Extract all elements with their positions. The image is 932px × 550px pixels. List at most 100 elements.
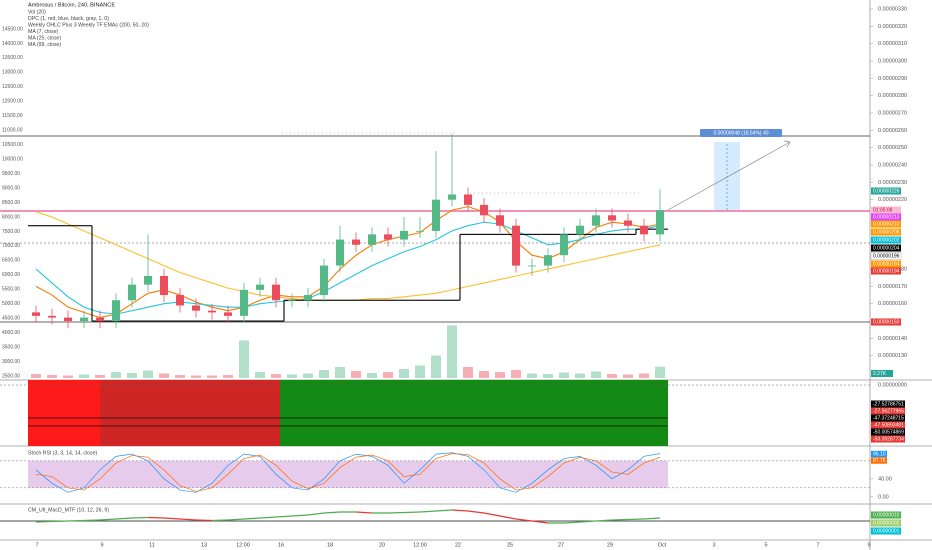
macd-segment (83, 519, 101, 522)
volume-bar (287, 374, 297, 378)
price-tag: 01:05:08 (873, 207, 893, 213)
price-tag: 0.00000194 (873, 261, 900, 267)
trend-arrow (667, 141, 791, 211)
volume-bar (527, 373, 537, 378)
dpc-tag-bg (871, 400, 905, 408)
measure-label-bg (700, 129, 782, 137)
y2-tick-label: 2500.00 (2, 373, 20, 379)
volume-bar (591, 371, 601, 378)
candle-body (512, 225, 520, 266)
y2-tick-label: 5500.00 (2, 287, 20, 293)
candle-body (352, 239, 360, 245)
volume-bar (495, 372, 505, 378)
volume-bar (239, 340, 249, 378)
legend-entry: DPC (1, red, blue, black, gray, 1, 0) (28, 16, 109, 22)
legend-entry: MA (25, close) (28, 35, 61, 41)
macd-segment (163, 517, 181, 520)
y2-tick-label: 6000.00 (2, 272, 20, 278)
macd-segment (307, 512, 325, 516)
legend-entry: Vol (20) (28, 9, 46, 15)
y2-tick-label: 4500.00 (2, 316, 20, 322)
y2-tick-label: 8000.00 (2, 214, 20, 220)
x-tick-label: 27 (558, 542, 564, 548)
y-tick-label: 0.00000290 (878, 76, 907, 82)
volume-bar (127, 373, 137, 378)
y2-tick-label: 9500.00 (2, 171, 20, 177)
candle-body (592, 215, 600, 226)
macd-segment (627, 518, 645, 521)
macd-segment (435, 509, 453, 512)
macd-segment (467, 510, 485, 514)
macd-segment (115, 517, 133, 520)
dpc-green-zone (280, 380, 668, 446)
candle-body (160, 275, 168, 296)
x-tick-label: 5 (764, 542, 767, 548)
dpc-tag-bg (871, 407, 905, 415)
volume-bar (159, 373, 169, 378)
macd-segment (563, 521, 581, 524)
y-tick-label: 0.00000300 (878, 58, 907, 64)
y2-tick-label: 11000.00 (2, 128, 23, 134)
volume-bar (655, 366, 665, 378)
x-tick-label: 9 (867, 542, 870, 548)
x-tick-label: 25 (507, 542, 513, 548)
candle-body (80, 317, 88, 322)
volume-tag: 2.27K (873, 371, 887, 377)
volume-bar (223, 375, 233, 378)
volume-bar (639, 373, 649, 378)
y-tick-label: 0.00000280 (878, 93, 907, 99)
y2-tick-label: 9000.00 (2, 185, 20, 191)
panel-title: CM_Ult_MacD_MTF (10, 12, 26, 9) (28, 507, 109, 513)
macd-segment (51, 520, 69, 523)
candle-body (400, 230, 408, 240)
volume-bar (623, 374, 633, 378)
x-tick-label: 12:00 (413, 542, 427, 548)
candle-body (112, 300, 120, 322)
candle-body (272, 284, 280, 301)
legend-entry: Weekly OHLC Plus 3 Weekly TF EMAs (200, … (28, 22, 149, 28)
candle-body (96, 317, 104, 322)
y2-tick-label: 7000.00 (2, 243, 20, 249)
price-tag-bg (871, 213, 901, 221)
volume-bar (175, 375, 185, 378)
x-tick-label: 16 (278, 542, 284, 548)
price-tag-bg (871, 206, 901, 214)
price-tag: 0.00000196 (873, 253, 900, 259)
price-tag-bg (871, 244, 901, 252)
candle-body (528, 265, 536, 267)
candle-body (480, 204, 488, 216)
macd-segment (483, 512, 501, 517)
macd-segment (99, 518, 117, 521)
price-tag: 0.00000210 (873, 221, 900, 227)
y-tick-label: 0.00000170 (878, 284, 907, 290)
dpc-axis-label: 0.00000000 (878, 382, 907, 388)
dpc-tag-bg (871, 428, 905, 436)
volume-bar (463, 367, 473, 378)
candle-body (224, 312, 232, 316)
x-tick-label: 9 (100, 542, 103, 548)
candle-body (176, 295, 184, 306)
candle-body (240, 289, 248, 316)
price-tag-bg (870, 252, 902, 260)
candle-body (320, 265, 328, 296)
dpc-tag: -47.37248715 (873, 415, 904, 421)
y-tick-label: 0.00000230 (878, 180, 907, 186)
y-tick-label: 0.00000270 (878, 110, 907, 116)
macd-segment (451, 509, 469, 512)
y-tick-label: 0.00000310 (878, 41, 907, 47)
y2-tick-label: 8500.00 (2, 200, 20, 206)
volume-bar (95, 375, 105, 378)
macd-segment (499, 515, 517, 520)
y-tick-label: 0.00000140 (878, 336, 907, 342)
price-tag-bg (871, 267, 901, 275)
volume-bar (271, 374, 281, 378)
candle-body (336, 239, 344, 266)
stoch-tag-bg (871, 457, 887, 464)
y2-tick-label: 7500.00 (2, 229, 20, 235)
price-tag: 0.00000194 (873, 268, 900, 274)
stoch-tag-bg (871, 450, 887, 458)
y2-tick-label: 3000.00 (2, 359, 20, 365)
candle-body (256, 284, 264, 290)
dpc-tag: -50.00574869 (873, 429, 904, 435)
x-tick-label: 7 (816, 542, 819, 548)
